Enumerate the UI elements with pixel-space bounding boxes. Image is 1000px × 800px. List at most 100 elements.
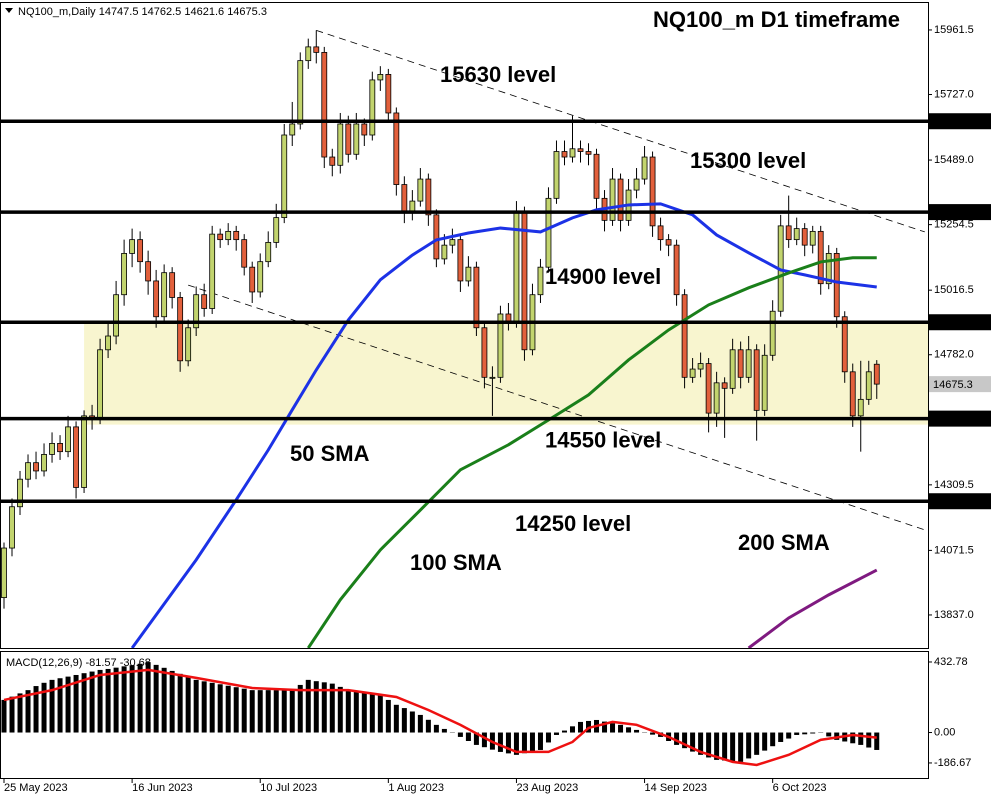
candle-body [697, 363, 704, 370]
macd-bar [602, 721, 608, 733]
macd-bar [682, 732, 688, 749]
y-tick-label: 15016.5 [934, 284, 974, 296]
y-tick-label: 14782.0 [934, 349, 974, 361]
candle-body [457, 239, 464, 282]
macd-bar [9, 696, 15, 733]
macd-bar [714, 732, 720, 760]
macd-bar [321, 682, 327, 733]
x-tick-label: 10 Jul 2023 [260, 782, 317, 794]
macd-bar [858, 732, 864, 745]
macd-bar [786, 732, 792, 739]
level-annotation: 14550 level [545, 427, 661, 452]
candle-body [633, 178, 640, 191]
macd-bar [513, 732, 519, 755]
candle-body [649, 156, 656, 227]
candle-body [225, 230, 232, 241]
candle-body [609, 178, 616, 221]
candle-body [553, 151, 560, 199]
y-tick-label: 15961.5 [934, 24, 974, 36]
candle-body [193, 294, 200, 329]
candle-body [201, 294, 208, 309]
candle-body [305, 46, 312, 62]
macd-bar [169, 670, 175, 733]
macd-bar [425, 719, 431, 733]
candle-body [129, 239, 136, 254]
candle-body [809, 230, 816, 246]
macd-bar [545, 732, 551, 743]
macd-bar [385, 699, 391, 733]
macd-bar [337, 686, 343, 733]
y-tick-label: 14309.5 [934, 479, 974, 491]
macd-bar [1, 699, 7, 733]
macd-bar [618, 724, 624, 733]
macd-title: MACD(12,26,9) -81.57 -30.68 [6, 657, 151, 669]
level-label: 15300.0 [933, 207, 973, 219]
candle-body [97, 349, 103, 420]
macd-bar [185, 676, 191, 733]
level-label-box [929, 314, 991, 331]
candle-body [689, 368, 696, 378]
macd-bar [65, 676, 71, 733]
chart-title: NQ100_m D1 timeframe [653, 7, 900, 32]
candle-body [873, 363, 880, 385]
macd-bar [521, 732, 527, 754]
macd-bar [329, 683, 335, 733]
macd-bar [193, 679, 199, 733]
macd-bar [634, 729, 640, 733]
candle-body [57, 443, 63, 453]
candle-body [73, 426, 79, 488]
macd-bar [417, 714, 423, 733]
macd-bar [722, 732, 728, 761]
price-label-box [929, 376, 991, 393]
macd-bar [313, 681, 319, 733]
candle-body [377, 74, 384, 81]
sma-label: 50 SMA [290, 441, 370, 466]
candle-body [705, 363, 712, 414]
macd-bar [281, 690, 287, 733]
macd-bar [41, 682, 47, 733]
candle-body [81, 415, 87, 488]
macd-bar [377, 695, 383, 733]
y-tick-label: 14071.5 [934, 544, 974, 556]
candle-body [825, 253, 832, 285]
header-symbol: NQ100_m,Daily [18, 6, 96, 18]
macd-bar [802, 732, 808, 735]
candle-body [641, 156, 648, 180]
macd-bar [850, 732, 856, 744]
x-tick-label: 6 Oct 2023 [773, 782, 827, 794]
main-frame [0, 2, 929, 649]
y-tick-label: -186.67 [934, 757, 971, 769]
candle-body [121, 253, 128, 296]
macd-bar [241, 688, 247, 733]
y-tick-label: 15489.0 [934, 154, 974, 166]
sma-label: 100 SMA [410, 550, 502, 575]
sma-label: 200 SMA [738, 530, 830, 555]
level-label: 14550.0 [933, 414, 973, 426]
macd-bar [273, 690, 279, 733]
candle-body [313, 46, 320, 53]
candle-body [185, 327, 192, 362]
overlay: 50 SMA 100 SMA 200 SMA 15630.0 15630 level 15… [0, 62, 991, 575]
macd-bar [57, 678, 63, 733]
candle-body [761, 354, 768, 411]
highlight-zone [84, 322, 928, 425]
candle-body [49, 443, 55, 455]
candle-body [681, 294, 688, 378]
macd-bar [305, 679, 311, 733]
candle-body [545, 197, 552, 268]
candle-body [737, 349, 744, 378]
candle-body [289, 123, 296, 136]
candle-body [537, 266, 544, 296]
macd-bar [698, 732, 704, 755]
macd-bar [17, 693, 23, 733]
macd-bar [177, 673, 183, 733]
macd-bar [826, 732, 832, 737]
candle-body [17, 478, 23, 508]
candle-body [153, 280, 160, 318]
macd-bar [49, 679, 55, 733]
level-annotation: 14250 level [515, 511, 631, 536]
candle-body [473, 266, 480, 329]
candle-body [273, 217, 280, 243]
candle-body [769, 310, 776, 356]
candle-body [321, 51, 328, 158]
